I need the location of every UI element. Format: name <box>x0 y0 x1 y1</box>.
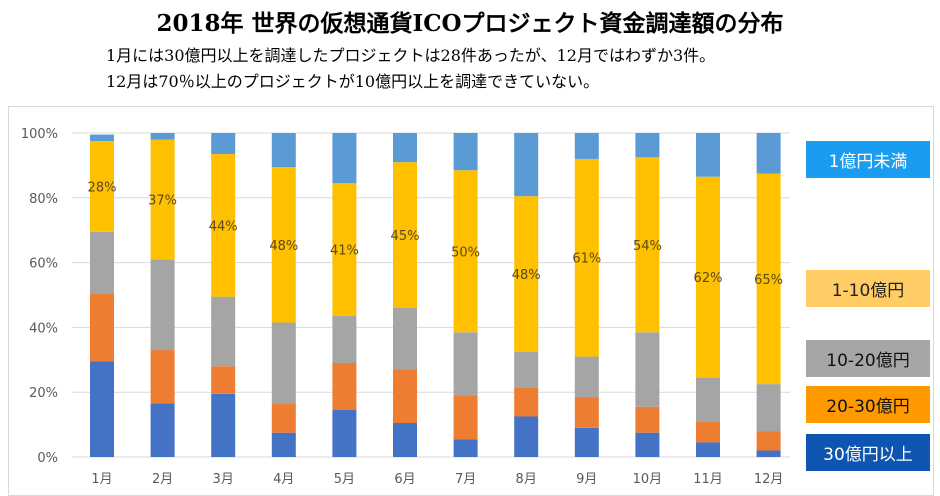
x-tick-label: 10月 <box>633 472 663 487</box>
x-tick-label: 1月 <box>91 472 112 487</box>
x-tick-label: 8月 <box>516 472 537 487</box>
y-tick-label: 100% <box>21 127 58 142</box>
bar-segment <box>514 416 539 457</box>
bar-segment <box>514 387 539 417</box>
bar-segment <box>211 366 236 394</box>
y-tick-label: 20% <box>29 386 58 401</box>
bar-segment <box>635 332 660 407</box>
data-label: 37% <box>148 193 177 208</box>
bar-segment <box>696 133 720 177</box>
bar-segment <box>211 133 236 155</box>
bar-segment <box>332 183 357 317</box>
bar-segment <box>393 422 417 457</box>
legend-under-100m: 1億円未満 <box>806 141 930 178</box>
legend-1b-2b: 10-20億円 <box>806 340 930 377</box>
data-label: 44% <box>209 219 238 234</box>
data-label: 50% <box>451 245 480 260</box>
legend-100m-1b: 1-10億円 <box>806 270 930 307</box>
bar-segment <box>756 173 781 385</box>
bar-segment <box>150 403 175 457</box>
bar-segment <box>696 377 720 422</box>
y-tick-label: 80% <box>29 192 58 207</box>
legend-2b-3b: 20-30億円 <box>806 386 930 423</box>
bar-segment <box>393 162 417 308</box>
data-label: 28% <box>88 180 117 195</box>
x-tick-label: 6月 <box>394 472 415 487</box>
data-label: 48% <box>512 268 541 283</box>
x-tick-label: 4月 <box>273 472 294 487</box>
x-tick-label: 5月 <box>334 472 355 487</box>
data-label: 54% <box>633 239 662 254</box>
bar-segment <box>271 432 296 457</box>
bar-segment <box>271 322 296 404</box>
data-label: 45% <box>391 229 420 244</box>
bar-segment <box>514 351 539 388</box>
chart-title: 2018年 世界の仮想通貨ICOプロジェクト資金調達額の分布 <box>156 10 784 37</box>
bar-segment <box>453 395 478 440</box>
bar-segment <box>453 170 478 333</box>
bar-segment <box>150 133 175 140</box>
bar-segment <box>90 361 114 457</box>
bar-segment <box>332 363 357 411</box>
bar-segment <box>90 293 114 362</box>
bar-segment <box>150 350 175 404</box>
bar-segment <box>756 133 781 174</box>
x-tick-label: 12月 <box>754 472 784 487</box>
bar-segment <box>332 316 357 364</box>
bar-segment <box>211 393 236 457</box>
bar-segment <box>211 154 236 297</box>
bar-segment <box>574 356 599 398</box>
subtitle-line-1: 1月には30億円以上を調達したプロジェクトは28件あったが、12月ではわずか3件… <box>106 46 716 65</box>
bar-segment <box>90 141 114 232</box>
bar-segment <box>150 259 175 351</box>
bar-segment <box>514 133 539 197</box>
bar-segment <box>150 139 175 260</box>
bar-segment <box>332 410 357 457</box>
x-tick-label: 9月 <box>576 472 597 487</box>
data-label: 48% <box>269 239 298 254</box>
bar-segment <box>514 196 539 352</box>
bar-segment <box>756 384 781 432</box>
bar-segment <box>635 133 660 158</box>
bar-segment <box>574 427 599 457</box>
bar-segment <box>453 133 478 171</box>
x-tick-label: 3月 <box>213 472 234 487</box>
y-tick-label: 60% <box>29 257 58 272</box>
data-label: 61% <box>572 252 601 267</box>
bar-segment <box>393 307 417 370</box>
bar-segment <box>271 403 296 433</box>
bar-segment <box>271 133 296 168</box>
legend-over-3b: 30億円以上 <box>806 434 930 471</box>
bar-segment <box>635 406 660 433</box>
bar-segment <box>574 158 599 357</box>
subtitle-line-2: 12月は70％以上のプロジェクトが10億円以上を調達できていない。 <box>106 72 600 91</box>
bar-segment <box>635 432 660 457</box>
bar-segment <box>453 439 478 457</box>
x-tick-label: 2月 <box>152 472 173 487</box>
data-label: 62% <box>694 271 723 286</box>
y-tick-label: 40% <box>29 321 58 336</box>
bar-segment <box>756 431 781 451</box>
bar-segment <box>332 133 357 184</box>
bar-segment <box>574 133 599 159</box>
bar-segment <box>696 442 720 457</box>
bar-segment <box>90 134 114 142</box>
bar-segment <box>696 176 720 378</box>
bar-segment <box>635 157 660 333</box>
data-label: 41% <box>330 244 359 259</box>
bar-segment <box>211 296 236 367</box>
data-label: 65% <box>754 273 783 288</box>
bar-segment <box>90 231 114 294</box>
bar-segment <box>393 369 417 423</box>
bar-segment <box>271 167 296 323</box>
y-tick-label: 0% <box>37 451 58 466</box>
bar-segment <box>453 332 478 396</box>
bar-segment <box>574 397 599 428</box>
bar-segment <box>756 450 781 457</box>
bar-segment <box>696 421 720 443</box>
bar-segment <box>393 133 417 163</box>
x-tick-label: 11月 <box>693 472 723 487</box>
x-tick-label: 7月 <box>455 472 476 487</box>
